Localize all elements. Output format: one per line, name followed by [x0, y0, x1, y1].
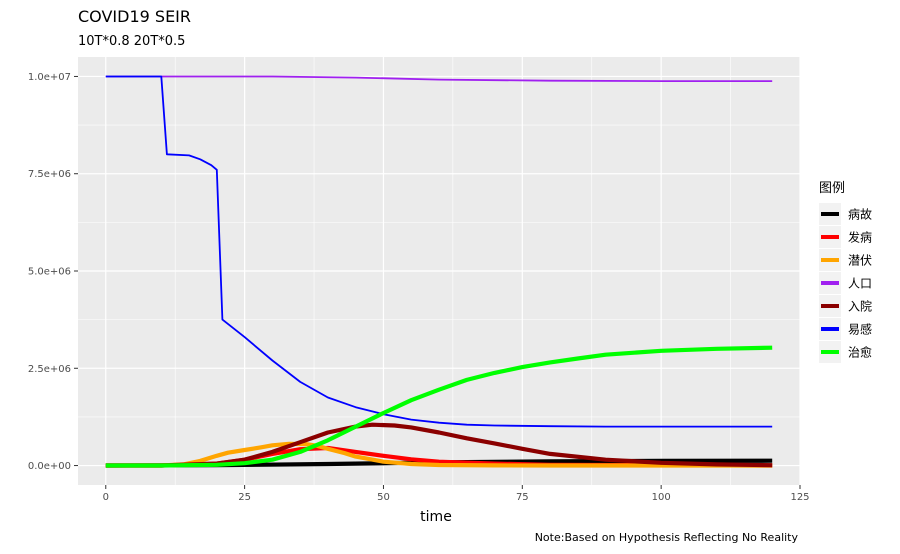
y-tick-label: 1.0e+07	[28, 72, 71, 83]
y-tick-label: 7.5e+06	[28, 169, 71, 180]
x-tick-label: 125	[790, 492, 809, 503]
y-tick-label: 5.0e+06	[28, 267, 71, 278]
series-line-潜伏	[105, 441, 773, 468]
series-line-治愈	[105, 345, 773, 468]
x-tick-label: 50	[377, 492, 390, 503]
x-tick-label: 0	[103, 492, 109, 503]
legend-label: 治愈	[848, 345, 872, 360]
series-line-入院	[105, 422, 773, 468]
x-tick-label: 100	[652, 492, 671, 503]
chart-title: COVID19 SEIR	[78, 7, 191, 26]
y-tick-label: 2.5e+06	[28, 364, 71, 375]
x-axis-title: time	[420, 509, 452, 525]
chart-subtitle: 10T*0.8 20T*0.5	[78, 34, 185, 49]
legend-label: 入院	[848, 300, 872, 314]
x-tick-label: 25	[238, 492, 251, 503]
series-lines	[105, 75, 773, 468]
axes: 0 25 50 75 100 125 0.0e+00 2.5e+06 5.0e+06 7.5e+0…	[28, 72, 810, 503]
legend-label: 发病	[848, 230, 872, 245]
x-tick-label: 75	[516, 492, 529, 503]
series-line-易感	[105, 75, 773, 428]
series-line-人口	[105, 75, 773, 82]
legend-label: 病故	[848, 207, 872, 222]
y-tick-label: 0.0e+00	[28, 461, 71, 472]
legend-label: 潜伏	[848, 254, 872, 268]
chart-caption: Note:Based on Hypothesis Reflecting No R…	[535, 531, 799, 544]
legend-title: 图例	[819, 181, 845, 196]
legend-label: 易感	[848, 322, 872, 337]
grid-lines	[78, 57, 801, 485]
legend-label: 人口	[848, 277, 872, 291]
